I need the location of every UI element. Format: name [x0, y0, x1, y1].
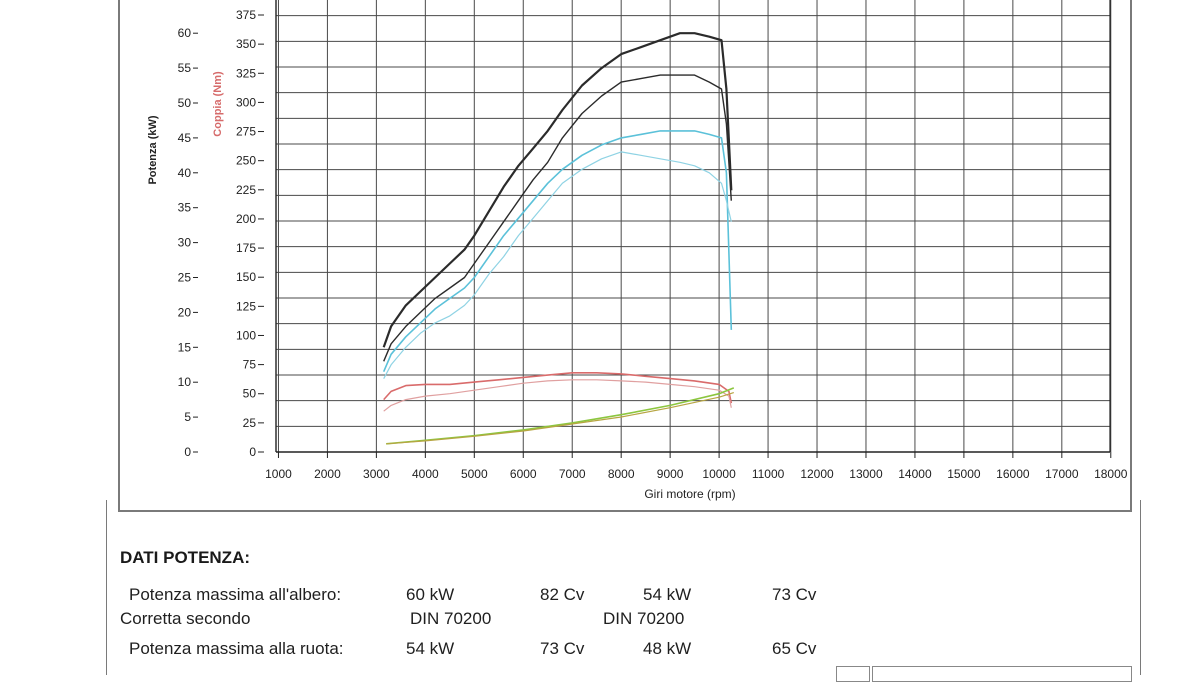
x-tick-label: 13000 [849, 467, 883, 481]
x-tick-label: 7000 [559, 467, 586, 481]
y-left-tick-label: 5 [184, 410, 191, 424]
y-left-tick-label: 45 [178, 131, 192, 145]
series-line-7 [386, 387, 735, 445]
x-tick-label: 3000 [363, 467, 390, 481]
x-tick-label: 4000 [412, 467, 439, 481]
y-left-tick-label: 50 [178, 96, 192, 110]
series-line-4 [383, 151, 732, 379]
value-kw: 60 kW [406, 585, 455, 604]
x-tick-label: 16000 [996, 467, 1030, 481]
data-box-small [836, 666, 870, 682]
x-tick-label: 12000 [800, 467, 834, 481]
data-box-wide [872, 666, 1132, 682]
x-tick-label: 18000 [1094, 467, 1128, 481]
series-line-6 [383, 379, 732, 412]
y-left-tick-label: 30 [178, 236, 192, 250]
y-left-tick-label: 15 [178, 340, 192, 354]
y-left-tick-label: 0 [184, 445, 191, 459]
y-left-tick-label: 55 [178, 61, 192, 75]
y-right-tick-label: 350 [236, 37, 256, 51]
value-cv: 82 Cv [540, 585, 585, 604]
y-right-tick-label: 375 [236, 8, 256, 22]
page-border-left [106, 500, 107, 675]
x-tick-label: 9000 [657, 467, 684, 481]
y-left-tick-label: 25 [178, 271, 192, 285]
x-axis-label: Giri motore (rpm) [644, 487, 735, 501]
row-correction: Corretta secondo DIN 70200 DIN 70200 [120, 609, 1020, 633]
row-shaft-power: Potenza massima all'albero: 60 kW 82 Cv … [120, 585, 1020, 609]
chart-frame-right [1130, 0, 1132, 511]
value-cv: 73 Cv [540, 639, 585, 658]
chart-frame-left [118, 0, 120, 511]
x-axis: 1000 2000 3000 4000 5000 6000 7000 8000 9000 1000… [265, 452, 1128, 481]
x-tick-label: 6000 [510, 467, 537, 481]
series-line-1 [382, 32, 733, 348]
value-kw-din: 48 kW [643, 639, 692, 658]
value-kw-din: 54 kW [643, 585, 692, 604]
y-right-axis: 0 25 50 75 100 125 150 175 200 225 250 275 300 325 350… [236, 8, 264, 459]
y-right-tick-label: 225 [236, 183, 256, 197]
y-right-axis-label: Coppia (Nm) [212, 71, 224, 137]
y-left-tick-label: 40 [178, 166, 192, 180]
page-border-right [1140, 500, 1141, 675]
y-left-axis-label: Potenza (kW) [147, 115, 159, 184]
y-left-tick-label: 20 [178, 305, 192, 319]
dyno-chart: 0 5 10 15 20 25 30 35 40 45 50 55 60 0 25 50 75 100 125 15… [147, 0, 1128, 501]
value-kw: 54 kW [406, 639, 455, 658]
y-left-tick-label: 35 [178, 201, 192, 215]
series-line-2 [383, 74, 732, 362]
row-label: Potenza massima all'albero: [129, 585, 342, 604]
x-tick-label: 2000 [314, 467, 341, 481]
value-norm-2: DIN 70200 [603, 609, 685, 628]
y-right-tick-label: 100 [236, 328, 256, 342]
y-right-tick-label: 275 [236, 125, 256, 139]
x-tick-label: 11000 [752, 467, 785, 481]
y-right-tick-label: 300 [236, 95, 256, 109]
grid [275, 0, 1112, 453]
y-right-tick-label: 25 [243, 416, 257, 430]
x-tick-label: 5000 [461, 467, 488, 481]
row-label: Potenza massima alla ruota: [129, 639, 344, 658]
series-line-3 [382, 130, 733, 373]
series-line-8 [386, 392, 734, 445]
power-data-title: DATI POTENZA: [120, 548, 251, 567]
value-cv-din: 73 Cv [772, 585, 817, 604]
row-label: Corretta secondo [120, 609, 251, 628]
value-cv-din: 65 Cv [772, 639, 817, 658]
y-right-tick-label: 325 [236, 66, 256, 80]
y-right-tick-label: 75 [243, 358, 257, 372]
y-right-tick-label: 150 [236, 270, 256, 284]
x-tick-label: 10000 [702, 467, 736, 481]
row-wheel-power: Potenza massima alla ruota: 54 kW 73 Cv … [120, 639, 1020, 663]
x-tick-label: 8000 [608, 467, 635, 481]
series-line-5 [383, 371, 733, 404]
y-left-axis: 0 5 10 15 20 25 30 35 40 45 50 55 60 [178, 26, 198, 459]
x-tick-label: 14000 [898, 467, 932, 481]
chart-frame-bottom [118, 510, 1132, 512]
y-right-tick-label: 0 [249, 445, 256, 459]
value-norm: DIN 70200 [410, 609, 492, 628]
y-left-tick-label: 60 [178, 26, 192, 40]
x-tick-label: 17000 [1045, 467, 1079, 481]
x-tick-label: 1000 [265, 467, 292, 481]
y-right-tick-label: 200 [236, 212, 256, 226]
y-left-tick-label: 10 [178, 375, 192, 389]
y-right-tick-label: 50 [243, 387, 257, 401]
series-lines [382, 32, 735, 445]
y-right-tick-label: 175 [236, 241, 256, 255]
y-right-tick-label: 125 [236, 299, 256, 313]
y-right-tick-label: 250 [236, 154, 256, 168]
x-tick-label: 15000 [947, 467, 981, 481]
